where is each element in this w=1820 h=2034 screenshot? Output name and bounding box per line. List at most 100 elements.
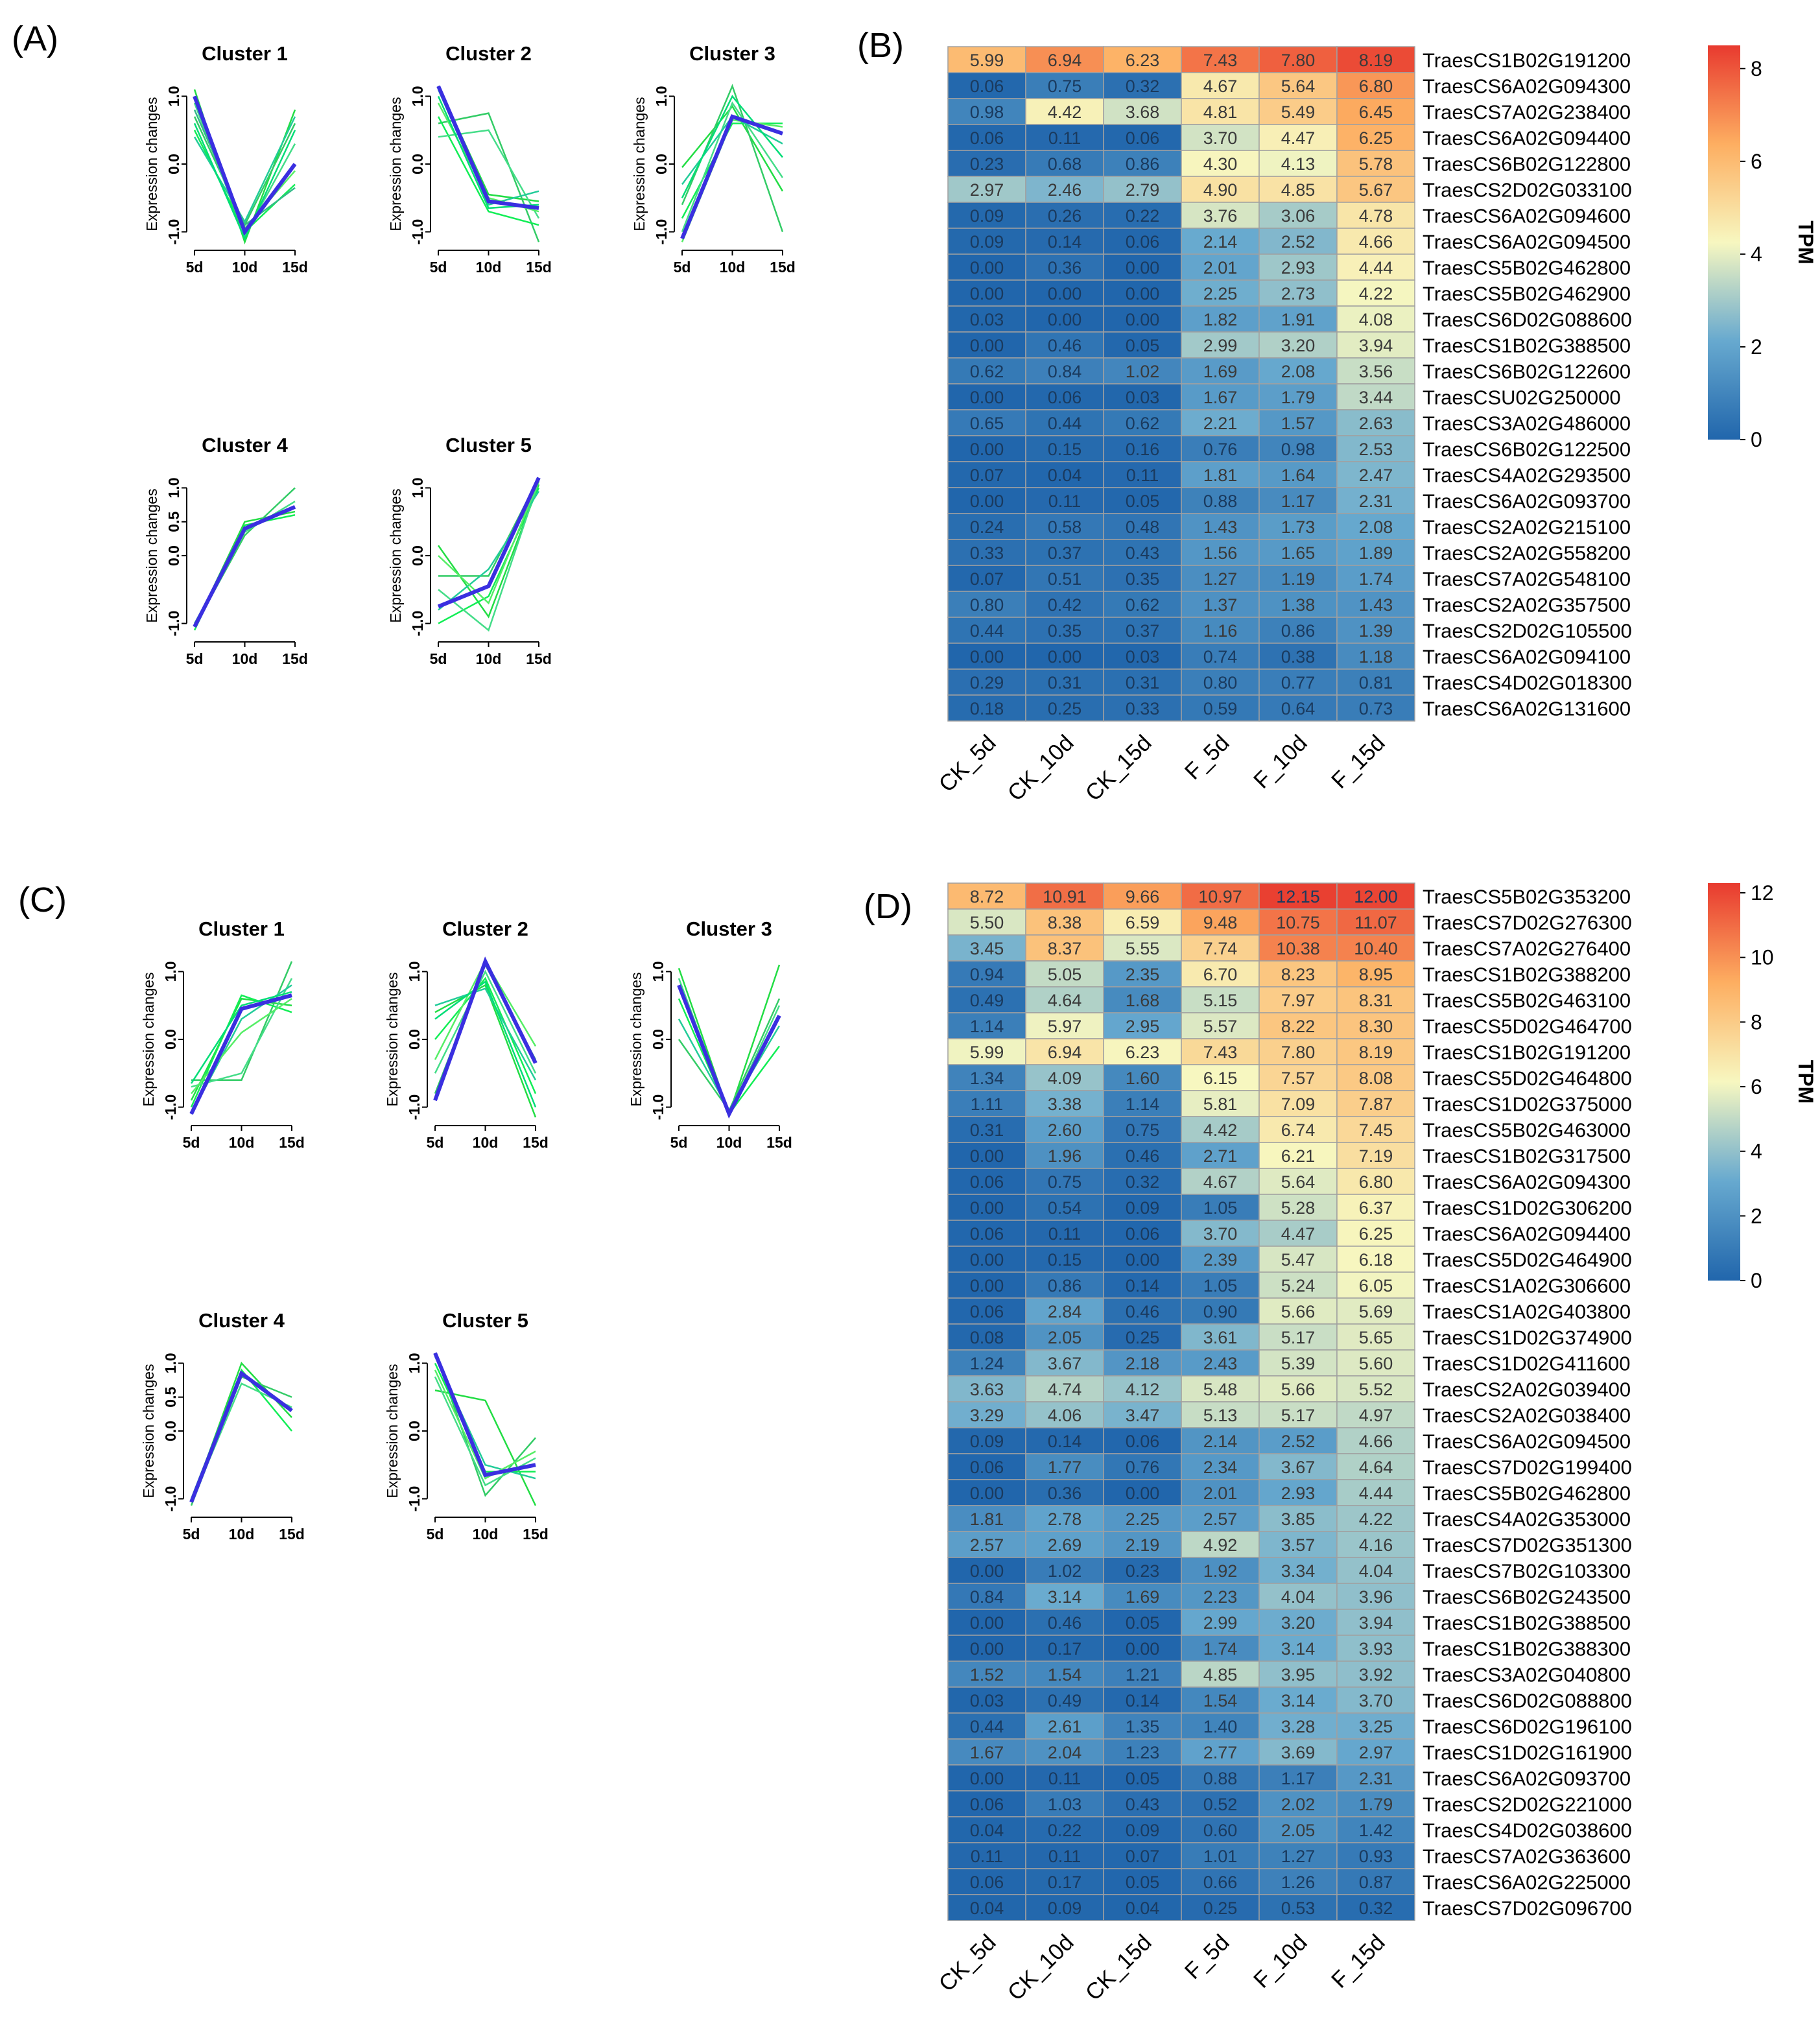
heatmap-cell-value: 4.04 (1359, 1561, 1393, 1581)
heatmap-cell-value: 5.67 (1359, 180, 1393, 200)
heatmap-cell-value: 0.60 (1203, 1821, 1238, 1840)
y-axis-label: Expression changes (384, 1364, 401, 1498)
heatmap-cell-value: 1.05 (1203, 1198, 1238, 1218)
heatmap-cell-value: 3.63 (970, 1380, 1004, 1399)
heatmap-cell-value: 2.77 (1203, 1743, 1238, 1762)
heatmap-cell (1181, 1764, 1260, 1792)
heatmap-cell-value: 0.03 (970, 1691, 1004, 1710)
heatmap-cell-value: 2.39 (1203, 1250, 1238, 1270)
heatmap-cell (1259, 986, 1338, 1013)
heatmap-cell (947, 1116, 1026, 1143)
heatmap-cell-value: 0.62 (1126, 414, 1160, 433)
member-series-line (190, 991, 292, 1084)
heatmap-cell-value: 4.47 (1281, 1224, 1316, 1244)
heatmap-cell-value: 0.46 (1048, 1613, 1082, 1633)
heatmap-cell (1181, 960, 1260, 987)
heatmap-cell (1103, 1557, 1182, 1584)
heatmap-cell-value: 0.17 (1048, 1639, 1082, 1659)
heatmap-cell-value: 0.00 (1126, 258, 1160, 278)
heatmap-cell-value: 0.03 (970, 310, 1004, 329)
heatmap-cell-value: 6.80 (1359, 1172, 1393, 1192)
color-scale-tick-label: 6 (1751, 1075, 1762, 1098)
heatmap-cell (1336, 1038, 1415, 1065)
heatmap-cell (1259, 1557, 1338, 1584)
heatmap-cell (1181, 98, 1260, 125)
heatmap-cell (1259, 150, 1338, 177)
heatmap-cell (1103, 279, 1182, 307)
heatmap-cell-value: 4.44 (1359, 258, 1393, 278)
heatmap-cell (1259, 1194, 1338, 1221)
heatmap-cell-value: 0.75 (1048, 1172, 1082, 1192)
heatmap-cell-value: 5.64 (1281, 1172, 1316, 1192)
heatmap-cell (1181, 1323, 1260, 1351)
heatmap-cell-value: 3.14 (1281, 1639, 1316, 1659)
gene-label: TraesCS6D02G088800 (1423, 1690, 1632, 1712)
heatmap-cell (1336, 565, 1415, 592)
heatmap-cell-value: 2.25 (1126, 1509, 1160, 1529)
heatmap-cell-value: 2.18 (1126, 1354, 1160, 1373)
heatmap-cell (1025, 1401, 1104, 1428)
heatmap-cell (1025, 1479, 1104, 1506)
heatmap-cell-value: 1.60 (1126, 1069, 1160, 1088)
cluster-title: Cluster 5 (442, 1309, 528, 1332)
heatmap-cell-value: 4.64 (1048, 991, 1082, 1010)
cluster-plot: Cluster 2 -1.0 0.0 1.0 Expression changes 5d 1… (384, 917, 549, 1151)
panel-label-d: (D) (864, 887, 912, 926)
heatmap-cell (1336, 694, 1415, 722)
heatmap-cell (1025, 150, 1104, 177)
heatmap-cell (1336, 1064, 1415, 1091)
heatmap-cell (1025, 1323, 1104, 1351)
column-label: CK_5d (934, 730, 1000, 797)
x-tick-label: 15d (279, 1526, 305, 1543)
heatmap-cell-value: 3.70 (1203, 1224, 1238, 1244)
member-series-line (434, 987, 537, 1081)
heatmap-cell (1103, 882, 1182, 910)
heatmap-cell-value: 5.17 (1281, 1328, 1316, 1347)
heatmap-cell-value: 6.23 (1126, 1043, 1160, 1062)
heatmap-cell-value: 2.05 (1048, 1328, 1082, 1347)
heatmap-cell (1259, 176, 1338, 203)
heatmap-cell-value: 12.00 (1354, 887, 1398, 906)
heatmap-cell (1336, 46, 1415, 73)
heatmap-cell (947, 1842, 1026, 1869)
heatmap-cell (947, 46, 1026, 73)
heatmap-cell-value: 3.96 (1359, 1587, 1393, 1607)
y-axis-label: Expression changes (384, 972, 401, 1106)
heatmap-cell-value: 0.24 (970, 517, 1004, 537)
gene-label: TraesCS7B02G103300 (1423, 1560, 1631, 1583)
heatmap-cell-value: 7.45 (1359, 1120, 1393, 1140)
heatmap-cell-value: 0.00 (970, 1613, 1004, 1633)
heatmap-cell (1181, 150, 1260, 177)
y-axis-label: Expression changes (140, 972, 157, 1106)
heatmap-cell (1336, 882, 1415, 910)
gene-label: TraesCS6B02G122600 (1423, 361, 1631, 383)
heatmap-cell-value: 0.09 (970, 1432, 1004, 1451)
heatmap-cell (1025, 617, 1104, 644)
heatmap-cell-value: 1.54 (1203, 1691, 1238, 1710)
y-tick-label: 0.0 (406, 1421, 423, 1441)
x-tick-label: 10d (476, 650, 502, 667)
heatmap-cell-value: 7.43 (1203, 1043, 1238, 1062)
heatmap-cell (1259, 1738, 1338, 1766)
heatmap-cell (1181, 487, 1260, 514)
heatmap-cell (947, 591, 1026, 618)
centroid-series-line (193, 95, 297, 236)
heatmap-cell-value: 0.06 (1126, 128, 1160, 148)
heatmap-cell (1025, 1168, 1104, 1195)
heatmap-cell-value: 5.57 (1203, 1017, 1238, 1036)
heatmap-cell (1336, 1479, 1415, 1506)
heatmap-cell-value: 0.06 (970, 1795, 1004, 1814)
heatmap-cell (1336, 487, 1415, 514)
heatmap-cell-value: 2.23 (1203, 1587, 1238, 1607)
heatmap-cell-value: 12.15 (1276, 887, 1320, 906)
heatmap-cell (947, 694, 1026, 722)
heatmap-cell (1103, 461, 1182, 488)
y-tick-label: 0.0 (650, 1029, 667, 1050)
heatmap-cell (1259, 643, 1338, 670)
heatmap-cell-value: 8.95 (1359, 965, 1393, 984)
y-tick-label: -1.0 (162, 1486, 179, 1512)
member-series-line (191, 998, 292, 1094)
heatmap-cell-value: 0.81 (1359, 673, 1393, 692)
heatmap-cell-value: 1.38 (1281, 595, 1316, 615)
heatmap-cell (947, 1194, 1026, 1221)
